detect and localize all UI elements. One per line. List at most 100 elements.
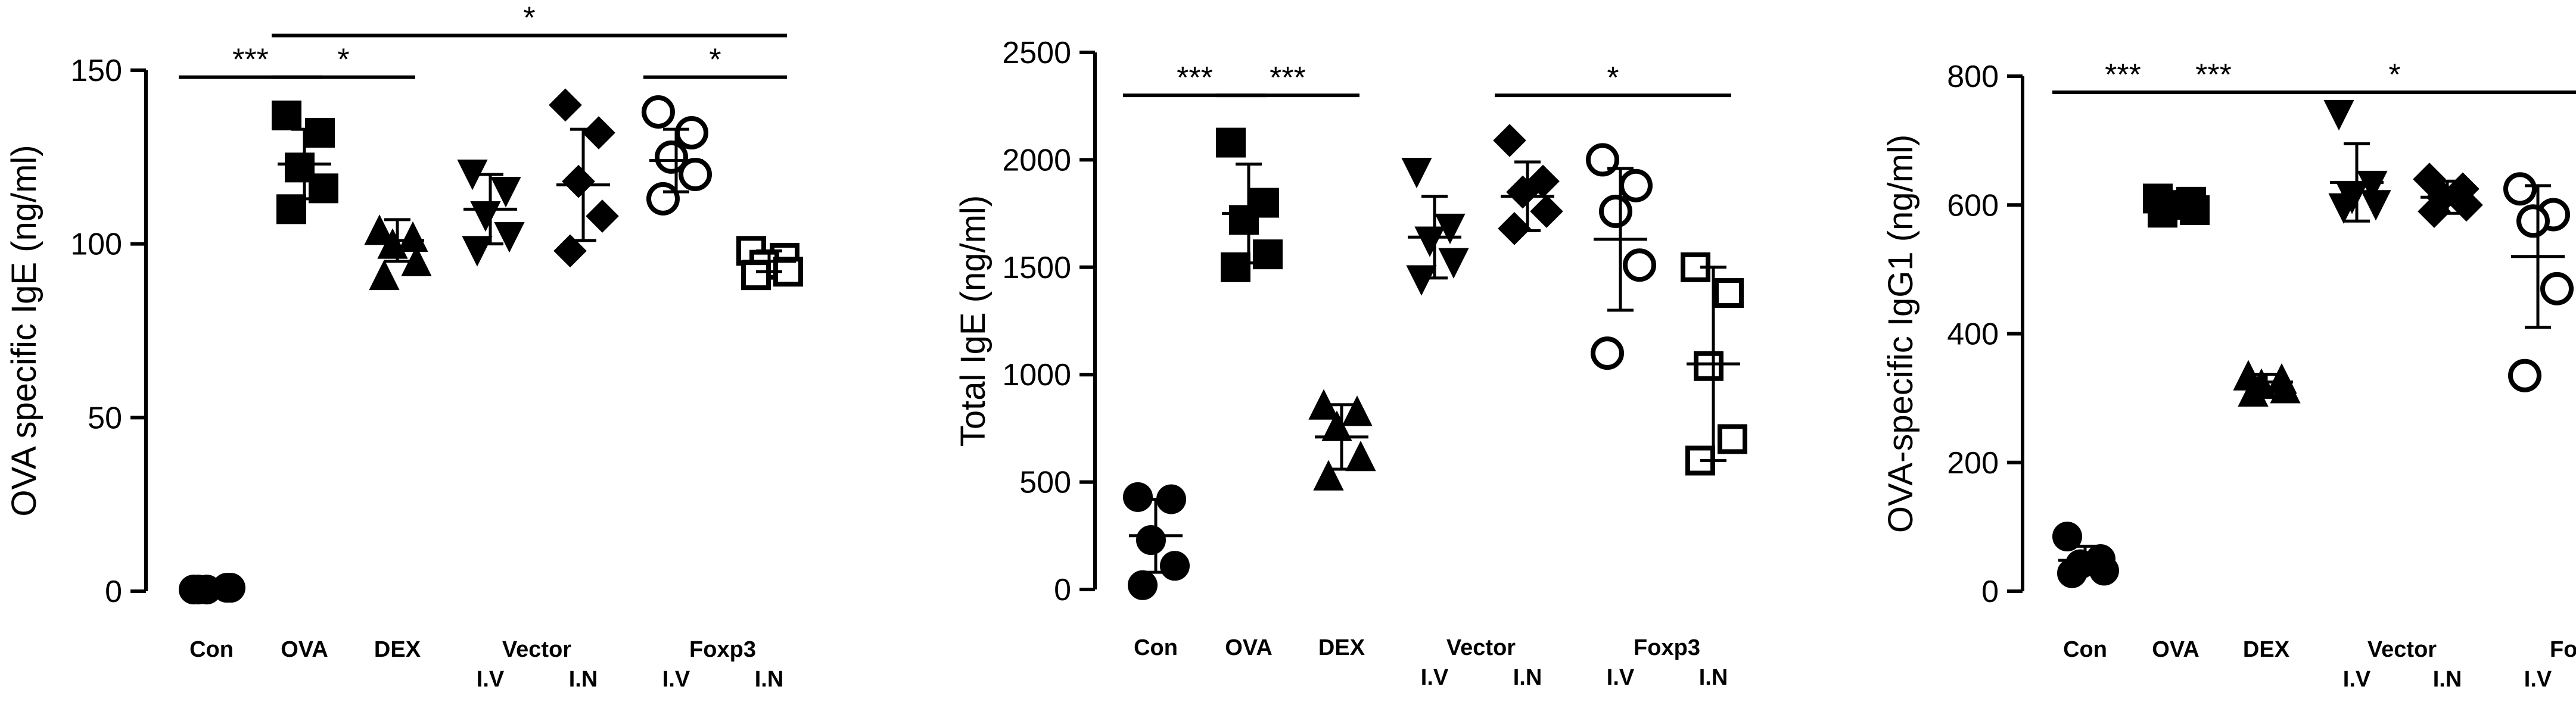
data-point: [1714, 278, 1744, 308]
y-tick-label: 200: [1947, 446, 1999, 481]
data-point: [642, 95, 675, 129]
y-tick-label: 800: [1947, 60, 1999, 94]
category-label: Con: [189, 637, 234, 662]
y-tick-label: 1500: [1002, 251, 1071, 285]
significance-label: ***: [2195, 58, 2232, 92]
y-tick-label: 1000: [1002, 358, 1071, 392]
y-axis-label: OVA specific IgE (ng/ml): [5, 145, 43, 516]
y-tick-label: 0: [105, 575, 122, 609]
data-point: [646, 182, 680, 216]
significance-label: *: [523, 1, 535, 36]
data-point: [2360, 190, 2391, 221]
data-point: [1221, 252, 1250, 282]
category-sublabel: I.V: [477, 667, 505, 692]
data-point: [369, 259, 400, 291]
data-point: [2328, 193, 2359, 224]
data-point: [2323, 99, 2354, 131]
category-sublabel: I.V: [1421, 665, 1449, 690]
data-point: [305, 118, 335, 148]
data-point: [553, 234, 587, 268]
category-label: DEX: [374, 637, 421, 662]
data-point: [1321, 410, 1352, 441]
data-point: [2089, 556, 2119, 586]
significance-label: ***: [2105, 58, 2141, 92]
category-label: Con: [2063, 637, 2107, 662]
data-point: [1401, 158, 1432, 189]
data-point: [1623, 248, 1656, 282]
data-point: [655, 140, 688, 174]
y-tick-label: 600: [1947, 188, 1999, 223]
y-tick-label: 100: [70, 227, 122, 262]
data-point: [1160, 551, 1190, 581]
y-axis-label: OVA-specific IgG1 (ng/ml): [1881, 135, 1920, 533]
category-label: OVA: [1225, 635, 1273, 660]
data-point: [1313, 460, 1344, 491]
data-point: [1216, 127, 1246, 158]
y-tick-label: 2500: [1002, 36, 1071, 70]
data-point: [2052, 522, 2082, 552]
significance-label: ***: [1177, 61, 1213, 95]
category-sublabel: I.V: [1607, 665, 1635, 690]
data-point: [2503, 172, 2537, 206]
y-tick-label: 2000: [1002, 143, 1071, 177]
category-label: OVA: [2152, 637, 2199, 662]
category-sublabel: I.N: [1513, 665, 1542, 690]
data-point: [1123, 482, 1153, 512]
category-label: DEX: [1318, 635, 1365, 660]
data-point: [549, 88, 582, 122]
category-label: Foxp3: [2550, 637, 2576, 662]
data-point: [1128, 570, 1158, 600]
data-point: [562, 164, 595, 198]
data-point: [470, 201, 501, 232]
category-label: DEX: [2243, 637, 2290, 662]
significance-label: *: [337, 43, 349, 77]
data-point: [364, 214, 395, 245]
data-point: [490, 177, 521, 208]
y-tick-label: 0: [1981, 575, 1999, 609]
data-point: [1229, 205, 1259, 235]
group-label: Foxp3: [689, 637, 756, 662]
data-point: [2238, 376, 2269, 407]
group-label: Foxp3: [1634, 635, 1700, 660]
category-sublabel: I.N: [2433, 667, 2462, 692]
y-tick-label: 50: [88, 401, 122, 435]
category-sublabel: I.N: [569, 667, 598, 692]
category-label: OVA: [281, 637, 328, 662]
panel-ova-specific-igg1: 0 200 400 600 800 OVA-specific IgG1 (ng/ml) Co…: [1881, 58, 2576, 692]
data-point: [1694, 351, 1723, 381]
data-point: [1619, 169, 1653, 202]
y-tick-label: 150: [70, 54, 122, 88]
data-point: [1718, 424, 1747, 454]
data-point: [1493, 124, 1526, 157]
data-point: [2516, 204, 2550, 238]
group-label: Vector: [502, 637, 571, 662]
data-point: [1599, 194, 1632, 228]
data-point: [679, 158, 712, 191]
category-label: Vector: [1446, 635, 1516, 660]
data-point: [462, 236, 493, 267]
data-point: [2180, 195, 2210, 225]
category-sublabel: I.N: [755, 667, 784, 692]
data-point: [2418, 195, 2451, 228]
panel-total-ige: 0 500 1000 1500 2000 2500 Total IgE (ng/ml) Con…: [954, 36, 1747, 690]
data-point: [1345, 441, 1376, 472]
significance-label: *: [709, 43, 721, 77]
data-point: [1136, 525, 1166, 556]
y-tick-label: 0: [1054, 573, 1071, 607]
data-point: [586, 199, 619, 233]
y-tick-label: 500: [1019, 466, 1071, 500]
data-point: [1498, 212, 1531, 245]
data-point: [1438, 248, 1469, 279]
significance-label: *: [2388, 58, 2400, 92]
y-tick-label: 400: [1947, 317, 1999, 352]
data-point: [675, 116, 708, 149]
data-point: [1506, 175, 1539, 209]
data-point: [1342, 395, 1373, 426]
category-sublabel: I.V: [662, 667, 690, 692]
data-point: [1591, 336, 1624, 370]
data-point: [582, 116, 615, 149]
category-sublabel: I.V: [2343, 667, 2371, 692]
significance-label: ***: [1270, 61, 1306, 95]
data-point: [1530, 195, 1563, 228]
